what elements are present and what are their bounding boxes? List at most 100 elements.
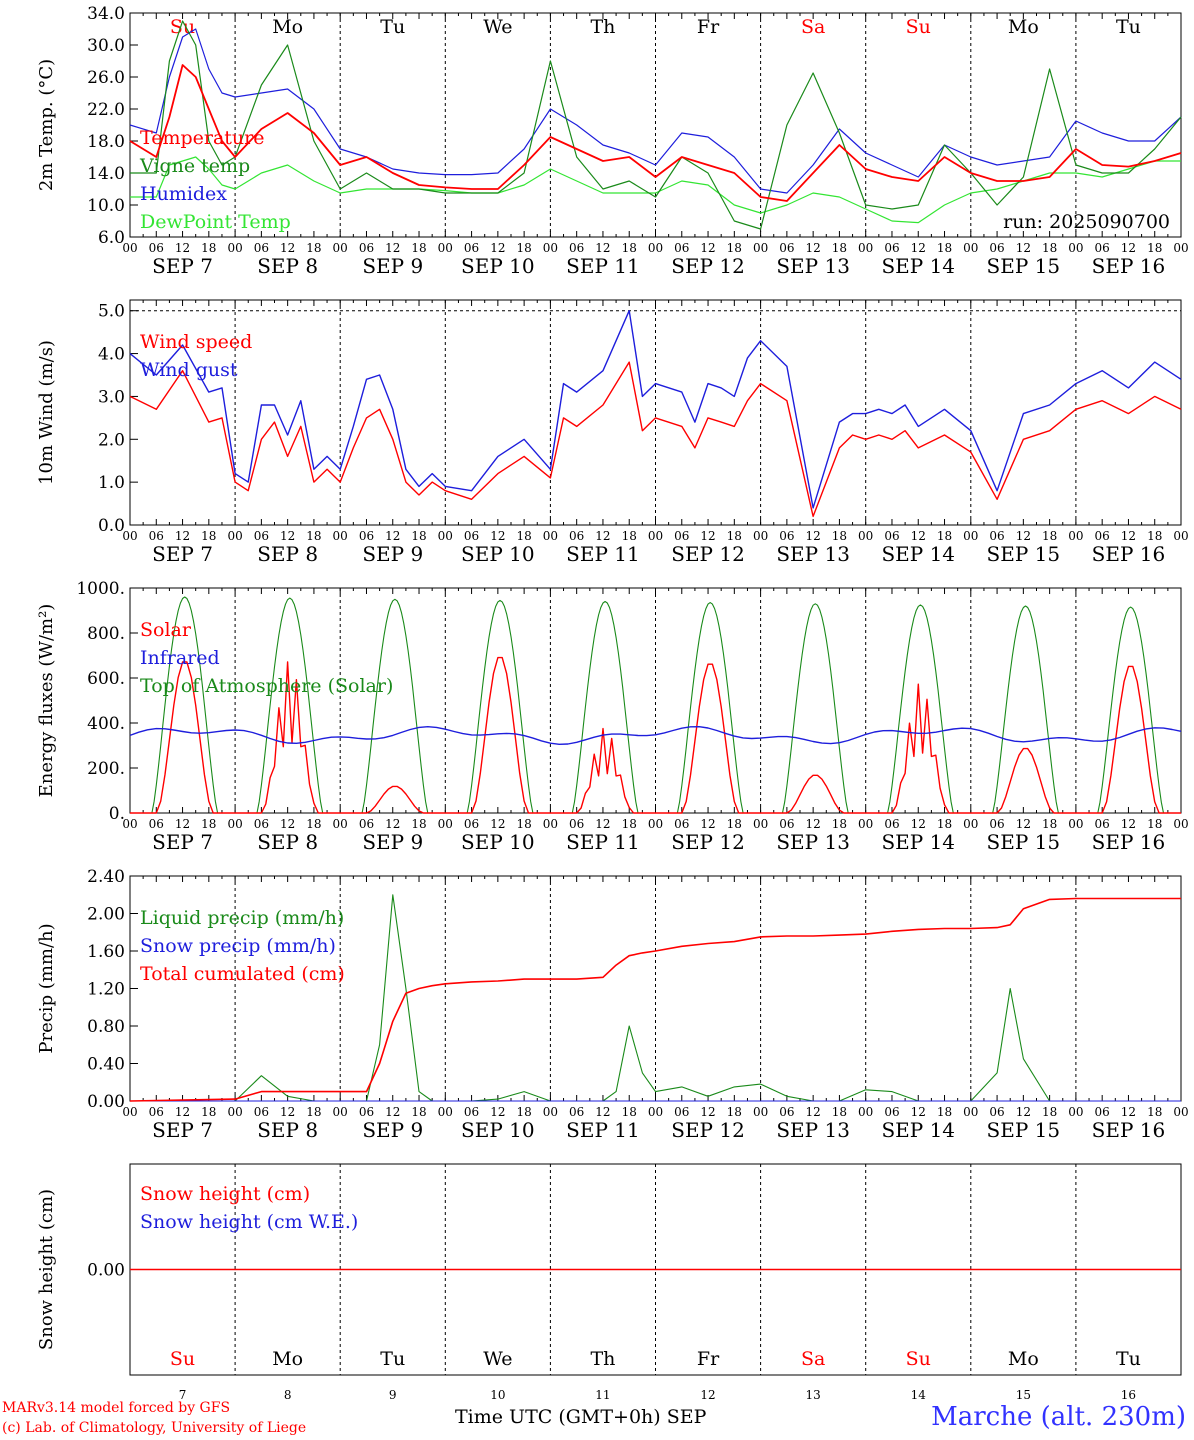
series-top-of-atmosphere: [865, 604, 971, 814]
panel-frame: [129, 299, 1182, 526]
date-label: SEP 7: [152, 254, 213, 278]
day-number-label: 13: [806, 1388, 821, 1400]
hour-label: 12: [1016, 817, 1031, 831]
y-tick-label: 30.0: [87, 36, 125, 56]
hour-label: 00: [438, 817, 453, 831]
date-label: SEP 7: [152, 542, 213, 566]
date-label: SEP 11: [566, 1118, 640, 1142]
hour-label: 00: [1068, 241, 1083, 255]
hour-label: 18: [1147, 1105, 1162, 1119]
panel-4: 0.00 0.40 0.80 1.20 1.60 2.00 2.40 Precip (mm/h…: [36, 867, 1189, 1142]
hour-label: 12: [806, 241, 821, 255]
date-label: SEP 14: [881, 254, 955, 278]
legend-wind-speed: Wind speed: [140, 331, 252, 353]
y-axis-label: Energy fluxes (W/m²): [36, 604, 57, 798]
y-tick-label: 3.0: [98, 387, 125, 407]
hour-label: 18: [306, 817, 321, 831]
weekday-label: We: [483, 16, 512, 38]
y-tick-label: 22.0: [87, 100, 125, 120]
date-label: SEP 13: [776, 830, 850, 854]
hour-label: 06: [1095, 817, 1110, 831]
hour-label: 00: [1173, 241, 1188, 255]
hour-label: 00: [227, 529, 242, 543]
legend-solar: Solar: [140, 619, 192, 641]
hour-label: 06: [1095, 1105, 1110, 1119]
weekday-label: Mo: [272, 1348, 303, 1370]
series-liquid-precip-mm-h-: [130, 894, 1181, 1102]
hour-label: 00: [543, 1105, 558, 1119]
series-solar: [970, 747, 1076, 814]
hour-label: 12: [595, 241, 610, 255]
legend-snow-precip-mm-h-: Snow precip (mm/h): [140, 935, 336, 957]
hour-label: 12: [280, 817, 295, 831]
weekday-label: Tu: [1116, 16, 1141, 38]
series-solar: [340, 785, 446, 814]
hour-label: 12: [385, 241, 400, 255]
weekday-label: Mo: [1008, 16, 1039, 38]
hour-label: 12: [385, 1105, 400, 1119]
hour-label: 18: [1147, 529, 1162, 543]
hour-label: 06: [1095, 529, 1110, 543]
weekday-label: We: [483, 1348, 512, 1370]
series-top-of-atmosphere: [550, 600, 656, 814]
hour-label: 12: [700, 1105, 715, 1119]
date-label: SEP 16: [1092, 542, 1166, 566]
hour-label: 12: [806, 1105, 821, 1119]
series-humidex: [129, 28, 1182, 194]
hour-label: 12: [175, 241, 190, 255]
date-label: SEP 12: [671, 1118, 745, 1142]
y-tick-label: 200.: [87, 759, 125, 779]
hour-label: 06: [1095, 241, 1110, 255]
hour-label: 12: [806, 529, 821, 543]
hour-label: 18: [306, 529, 321, 543]
legend-snow-height-cm-: Snow height (cm): [140, 1183, 310, 1205]
hour-label: 12: [595, 817, 610, 831]
y-tick-label: 5.0: [98, 302, 125, 322]
hour-label: 12: [1016, 529, 1031, 543]
date-label: SEP 10: [461, 1118, 535, 1142]
date-label: SEP 8: [257, 830, 318, 854]
hour-label: 00: [333, 1105, 348, 1119]
day-number-label: 8: [284, 1388, 292, 1400]
date-label: SEP 15: [987, 830, 1061, 854]
date-label: SEP 8: [257, 542, 318, 566]
series-temperature: [129, 64, 1182, 202]
legend-wind-gust: Wind gust: [140, 359, 238, 381]
hour-label: 18: [1042, 529, 1057, 543]
y-axis-label: Precip (mm/h): [36, 923, 57, 1053]
panel-3: 0. 200. 400. 600. 800. 1000. Energy fluxes (W/…: [36, 579, 1189, 854]
hour-label: 00: [438, 529, 453, 543]
hour-label: 18: [411, 1105, 426, 1119]
series-solar: [760, 774, 866, 814]
legend-humidex: Humidex: [140, 183, 227, 205]
date-label: SEP 13: [776, 542, 850, 566]
date-label: SEP 7: [152, 1118, 213, 1142]
day-number-label: 9: [389, 1388, 397, 1400]
hour-label: 06: [989, 529, 1004, 543]
hour-label: 12: [280, 241, 295, 255]
hour-label: 12: [385, 529, 400, 543]
day-number-label: 11: [595, 1388, 610, 1400]
hour-label: 00: [963, 817, 978, 831]
hour-label: 00: [648, 1105, 663, 1119]
series-solar: [865, 683, 971, 814]
day-number-label: 7: [179, 1388, 187, 1400]
hour-label: 12: [490, 1105, 505, 1119]
hour-label: 12: [911, 1105, 926, 1119]
weekday-label: Tu: [380, 16, 405, 38]
hour-label: 18: [727, 817, 742, 831]
hour-label: 18: [937, 817, 952, 831]
hour-label: 12: [1121, 817, 1136, 831]
legend-vigne-temp: Vigne temp: [139, 155, 250, 177]
hour-label: 06: [254, 1105, 269, 1119]
y-tick-label: 800.: [87, 624, 125, 644]
hour-label: 00: [438, 241, 453, 255]
hour-label: 06: [674, 529, 689, 543]
hour-label: 12: [911, 529, 926, 543]
legend-dewpoint-temp: DewPoint Temp: [140, 211, 291, 233]
meteogram: 6.0 10.0 14.0 18.0 22.0 26.0 30.0 34.0 2m Temp. …: [36, 4, 1189, 1400]
hour-label: 00: [648, 529, 663, 543]
hour-label: 18: [1042, 241, 1057, 255]
hour-label: 00: [227, 241, 242, 255]
date-label: SEP 10: [461, 542, 535, 566]
